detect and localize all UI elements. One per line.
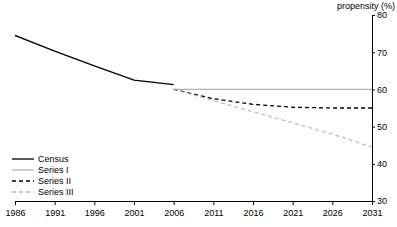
x-tick-mark	[134, 201, 135, 205]
x-tick-mark	[174, 201, 175, 205]
x-tick: 2006	[164, 201, 184, 218]
y-tick-label: 60	[377, 85, 387, 95]
y-tick: 60	[372, 85, 387, 95]
y-tick-label: 40	[377, 159, 387, 169]
x-axis-line	[16, 201, 373, 202]
series-line	[174, 89, 372, 147]
y-tick: 40	[372, 159, 387, 169]
y-tick-label: 80	[377, 10, 387, 20]
x-tick: 1991	[45, 201, 65, 218]
x-tick-mark	[94, 201, 95, 205]
y-tick-mark	[372, 164, 375, 165]
x-tick-label: 2031	[362, 208, 382, 218]
y-tick: 30	[372, 196, 387, 206]
y-tick-mark	[372, 15, 375, 16]
x-tick-mark	[293, 201, 294, 205]
x-tick-mark	[253, 201, 254, 205]
legend: CensusSeries ISeries IISeries III	[12, 154, 74, 197]
x-tick-label: 2001	[124, 208, 144, 218]
legend-swatch	[12, 191, 34, 192]
x-tick-mark	[55, 201, 56, 205]
x-tick-label: 2021	[283, 208, 303, 218]
x-tick-label: 1986	[5, 208, 25, 218]
x-tick: 2001	[124, 201, 144, 218]
series-line	[174, 89, 372, 90]
y-tick-label: 50	[377, 122, 387, 132]
legend-swatch	[12, 180, 34, 181]
y-tick-mark	[372, 201, 375, 202]
x-tick-label: 2006	[164, 208, 184, 218]
x-tick-label: 2026	[323, 208, 343, 218]
legend-swatch	[12, 158, 34, 159]
y-axis-title: propensity (%)	[337, 1, 395, 11]
y-tick: 70	[372, 48, 387, 58]
legend-label: Series I	[38, 165, 69, 175]
x-tick: 2011	[204, 201, 223, 218]
legend-label: Census	[38, 154, 69, 164]
x-tick: 1986	[5, 201, 25, 218]
legend-label: Series III	[38, 187, 74, 197]
y-tick-mark	[372, 52, 375, 53]
y-axis: 30 40 50 60 70 80	[372, 10, 387, 206]
lines	[15, 35, 372, 147]
x-axis: 1986 1991 1996 2001 2006 2011 2016 2021 2026 2031	[5, 201, 382, 218]
series-line	[15, 35, 174, 84]
x-tick-label: 2016	[243, 208, 263, 218]
x-tick: 2021	[283, 201, 303, 218]
x-tick-label: 1996	[85, 208, 105, 218]
legend-label: Series II	[38, 176, 71, 186]
y-tick-mark	[372, 127, 375, 128]
x-tick: 2026	[323, 201, 343, 218]
x-tick: 1996	[85, 201, 105, 218]
x-tick-mark	[332, 201, 333, 205]
chart: 1986 1991 1996 2001 2006 2011 2016 2021 2026 2031…	[0, 0, 397, 227]
y-tick-label: 70	[377, 48, 387, 58]
y-tick: 50	[372, 122, 387, 132]
x-tick-label: 2011	[204, 208, 223, 218]
y-axis-line	[372, 16, 373, 202]
y-tick-mark	[372, 89, 375, 90]
x-tick-mark	[15, 201, 16, 205]
legend-swatch	[12, 169, 34, 170]
x-tick: 2016	[243, 201, 263, 218]
x-tick-mark	[213, 201, 214, 205]
x-tick-label: 1991	[45, 208, 65, 218]
y-tick: 80	[372, 10, 387, 20]
series-line	[174, 89, 372, 108]
y-tick-label: 30	[377, 196, 387, 206]
